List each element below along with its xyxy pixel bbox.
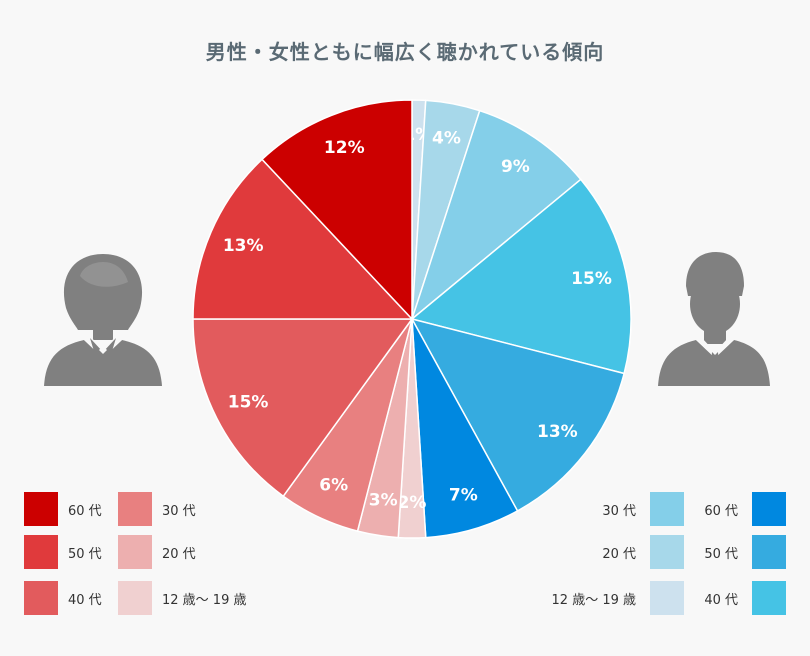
chart-title: 男性・女性ともに幅広く聴かれている傾向 [205,40,605,64]
slice-label: 4% [432,128,461,148]
legend-label: 40 代 [704,592,738,608]
legend-swatch [118,535,152,569]
legend-swatch [24,492,58,526]
legend-swatch [24,581,58,615]
legend-swatch [650,581,684,615]
slice-label: 3% [369,491,398,511]
legend-female-60: 60 代 [24,492,102,526]
pie-slice-male-3 [410,178,632,375]
legend-label: 40 代 [68,592,102,608]
pie-slice-male-4 [410,317,626,512]
pie-slice-female-10 [192,158,414,320]
legend-male-12to19: 12 歳〜 19 歳 [552,581,684,615]
pie-slice-male-2 [410,109,582,322]
legend-female-30: 30 代 [118,492,196,526]
legend-swatch [650,492,684,526]
legend-swatch [752,492,786,526]
legend-label: 50 代 [68,546,102,562]
legend-swatch [650,535,684,569]
legend-male-40: 40 代 [704,581,786,615]
legend-label: 12 歳〜 19 歳 [551,592,636,608]
slice-label: 12% [324,138,365,158]
legend-label: 50 代 [704,546,738,562]
legend-swatch [118,492,152,526]
legend-female-20: 20 代 [118,535,196,569]
legend-male-20: 20 代 [602,535,684,569]
legend-female-50: 50 代 [24,535,102,569]
pie-slice-female-11 [261,99,413,321]
legend-swatch [24,535,58,569]
legend-swatch [118,581,152,615]
legend-female-12to19: 12 歳〜 19 歳 [118,581,246,615]
legend-label: 30 代 [162,503,196,519]
legend-male-50: 50 代 [704,535,786,569]
legend-label: 60 代 [68,503,102,519]
slice-label: 7% [449,486,478,506]
slice-label: 13% [223,236,264,256]
legend-label: 30 代 [602,503,636,519]
legend-swatch [752,535,786,569]
legend-swatch [752,581,786,615]
slice-label: 13% [537,422,578,442]
slice-label: 6% [319,475,348,495]
legend-female-40: 40 代 [24,581,102,615]
slice-label: 2% [398,493,427,513]
legend-male-30: 30 代 [602,492,684,526]
legend-label: 12 歳〜 19 歳 [162,592,247,608]
legend-male-60: 60 代 [704,492,786,526]
legend-label: 20 代 [602,546,636,562]
pie-slice-female-9 [192,318,414,498]
slice-label: 9% [501,157,530,177]
woman-avatar-icon [44,254,162,386]
legend-label: 20 代 [162,546,196,562]
legend-label: 60 代 [704,503,738,519]
slice-label: 15% [228,393,269,413]
slice-label: 15% [571,269,612,289]
man-avatar-icon [658,252,770,386]
